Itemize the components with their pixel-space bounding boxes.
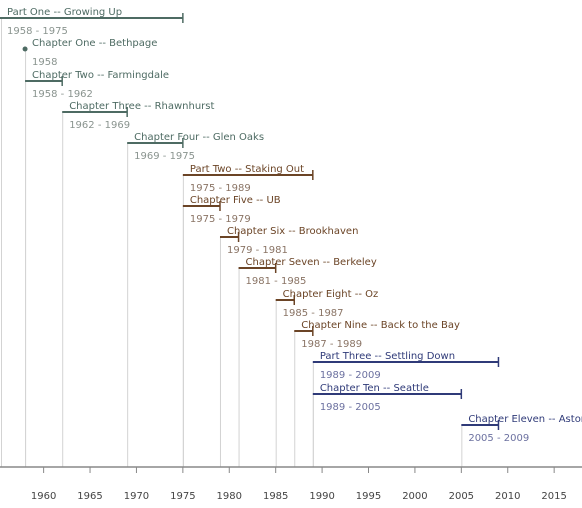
x-tick-label-1990: 1990 xyxy=(309,491,334,502)
event-11-range: 1989 - 2009 xyxy=(320,370,381,381)
x-tick-label-1960: 1960 xyxy=(31,491,56,502)
event-0-range: 1958 - 1975 xyxy=(7,26,68,37)
x-tick-label-1995: 1995 xyxy=(356,491,381,502)
event-13-range: 2005 - 2009 xyxy=(468,433,529,444)
x-tick-label-1975: 1975 xyxy=(170,491,195,502)
event-8-label: Chapter Seven -- Berkeley xyxy=(246,257,377,268)
event-13-label: Chapter Eleven -- Astoria xyxy=(468,414,582,425)
x-tick-label-1985: 1985 xyxy=(263,491,288,502)
x-tick-label-1980: 1980 xyxy=(217,491,242,502)
event-12-range: 1989 - 2005 xyxy=(320,402,381,413)
event-9-label: Chapter Eight -- Oz xyxy=(283,289,379,300)
event-7-label: Chapter Six -- Brookhaven xyxy=(227,226,358,237)
x-tick-label-2015: 2015 xyxy=(541,491,566,502)
event-10-label: Chapter Nine -- Back to the Bay xyxy=(301,320,460,331)
guide-lines xyxy=(1,18,463,467)
event-8-range: 1981 - 1985 xyxy=(246,276,307,287)
event-6-label: Chapter Five -- UB xyxy=(190,195,281,206)
event-7-range: 1979 - 1981 xyxy=(227,245,288,256)
event-3-range: 1962 - 1969 xyxy=(69,120,130,131)
event-12-label: Chapter Ten -- Seattle xyxy=(320,383,429,394)
event-6-range: 1975 - 1979 xyxy=(190,214,251,225)
event-1-range: 1958 xyxy=(32,57,57,68)
event-5-label: Part Two -- Staking Out xyxy=(190,164,304,175)
x-tick-label-2010: 2010 xyxy=(495,491,520,502)
x-tick-label-1970: 1970 xyxy=(124,491,149,502)
x-tick-label-2005: 2005 xyxy=(449,491,474,502)
event-3-label: Chapter Three -- Rhawnhurst xyxy=(69,101,214,112)
event-1-label: Chapter One -- Bethpage xyxy=(32,38,157,49)
event-10-range: 1987 - 1989 xyxy=(301,339,362,350)
event-2-label: Chapter Two -- Farmingdale xyxy=(32,70,169,81)
x-tick-label-2000: 2000 xyxy=(402,491,427,502)
event-4-range: 1969 - 1975 xyxy=(134,151,195,162)
event-9-range: 1985 - 1987 xyxy=(283,308,344,319)
event-5-range: 1975 - 1989 xyxy=(190,183,251,194)
x-tick-label-1965: 1965 xyxy=(77,491,102,502)
x-axis-ticks: 1960 1965 1970 1975 1980 1985 1990 1995 2000 2005… xyxy=(31,467,567,502)
event-1-marker xyxy=(22,46,28,52)
event-2-range: 1958 - 1962 xyxy=(32,89,93,100)
event-11-label: Part Three -- Settling Down xyxy=(320,351,455,362)
event-4-label: Chapter Four -- Glen Oaks xyxy=(134,132,264,143)
event-0-label: Part One -- Growing Up xyxy=(7,7,122,18)
